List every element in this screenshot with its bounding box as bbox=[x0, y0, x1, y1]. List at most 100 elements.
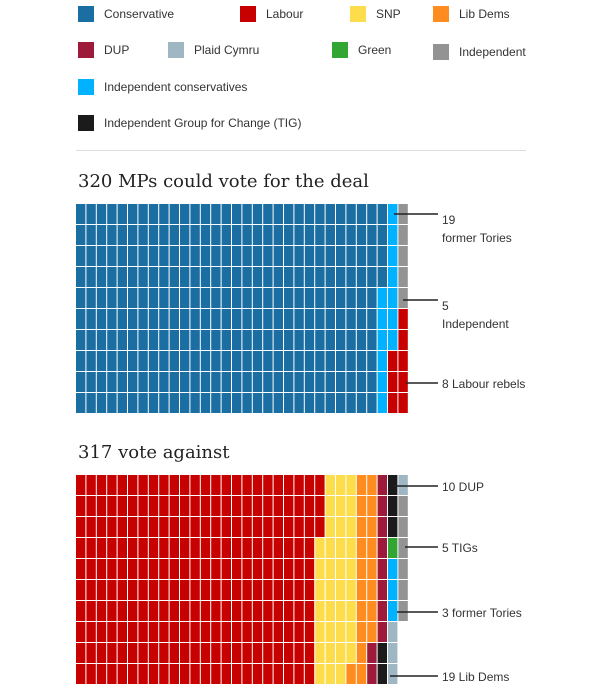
waffle-cell-labour bbox=[304, 580, 315, 600]
waffle-cell-conservative bbox=[211, 309, 221, 329]
waffle-cell-labour bbox=[232, 622, 242, 642]
waffle-cell-labour bbox=[304, 538, 315, 558]
waffle-cell-conservative bbox=[96, 393, 107, 413]
waffle-cell-conservative bbox=[148, 288, 159, 308]
waffle-cell-conservative bbox=[148, 267, 159, 287]
waffle-cell-conservative bbox=[159, 267, 169, 287]
waffle-cell-labour bbox=[211, 643, 221, 663]
waffle-cell-snp bbox=[325, 538, 335, 558]
waffle-cell-conservative bbox=[190, 372, 200, 392]
waffle-cell-conservative bbox=[367, 246, 377, 266]
waffle-cell-conservative bbox=[180, 204, 190, 224]
waffle-cell-conservative bbox=[148, 309, 159, 329]
waffle-cell-conservative bbox=[284, 288, 294, 308]
waffle-cell-conservative bbox=[107, 372, 117, 392]
waffle-cell-lib-dems bbox=[367, 580, 377, 600]
annotation-label: 5 TIGs bbox=[442, 541, 478, 555]
waffle-cell-conservative bbox=[315, 309, 325, 329]
waffle-cell-conservative bbox=[200, 330, 211, 350]
waffle-cell-conservative bbox=[76, 372, 86, 392]
waffle-cell-conservative bbox=[96, 225, 107, 245]
waffle-cell-labour bbox=[107, 496, 117, 516]
waffle-cell-labour bbox=[96, 517, 107, 537]
waffle-cell-conservative bbox=[252, 393, 263, 413]
waffle-cell-labour bbox=[190, 643, 200, 663]
waffle-cell-conservative bbox=[304, 330, 315, 350]
waffle-cell-labour bbox=[169, 496, 179, 516]
annotation-label: 5 bbox=[442, 299, 449, 313]
waffle-cell-conservative bbox=[169, 267, 179, 287]
waffle-cell-dup bbox=[377, 517, 387, 537]
waffle-cell-conservative bbox=[96, 309, 107, 329]
waffle-cell-labour bbox=[200, 475, 211, 495]
waffle-cell-labour bbox=[263, 475, 273, 495]
waffle-cell-lib-dems bbox=[367, 496, 377, 516]
waffle-cell-conservative bbox=[86, 246, 96, 266]
waffle-cell-snp bbox=[325, 580, 335, 600]
waffle-cell-conservative bbox=[325, 267, 335, 287]
waffle-cell-labour bbox=[398, 372, 408, 392]
waffle-cell-conservative bbox=[232, 393, 242, 413]
waffle-cell-labour bbox=[76, 517, 86, 537]
waffle-cell-labour bbox=[294, 538, 304, 558]
waffle-cell-conservative bbox=[377, 204, 387, 224]
waffle-cell-conservative bbox=[315, 288, 325, 308]
waffle-cell-snp bbox=[325, 496, 335, 516]
waffle-cell-snp bbox=[325, 559, 335, 579]
waffle-cell-conservative bbox=[107, 246, 117, 266]
waffle-cell-labour bbox=[169, 580, 179, 600]
waffle-cell-labour bbox=[86, 601, 96, 621]
waffle-cell-independent-conservatives bbox=[388, 204, 398, 224]
waffle-cell-labour bbox=[398, 330, 408, 350]
waffle-cell-conservative bbox=[128, 330, 138, 350]
waffle-cell-labour bbox=[211, 559, 221, 579]
waffle-cell-independent bbox=[398, 559, 408, 579]
waffle-cell-snp bbox=[325, 622, 335, 642]
waffle-cell-plaid-cymru bbox=[388, 643, 398, 663]
waffle-cell-labour bbox=[273, 538, 283, 558]
waffle-cell-conservative bbox=[367, 204, 377, 224]
waffle-cell-conservative bbox=[263, 204, 273, 224]
waffle-cell-conservative bbox=[169, 246, 179, 266]
waffle-cell-conservative bbox=[190, 225, 200, 245]
waffle-cell-labour bbox=[128, 475, 138, 495]
waffle-cell-lib-dems bbox=[356, 580, 367, 600]
legend-swatch bbox=[78, 6, 94, 22]
legend-item-dup: DUP bbox=[78, 40, 129, 60]
waffle-cell-conservative bbox=[128, 267, 138, 287]
waffle-cell-snp bbox=[346, 559, 356, 579]
waffle-cell-labour bbox=[117, 475, 127, 495]
waffle-cell-conservative bbox=[273, 288, 283, 308]
waffle-cell-conservative bbox=[86, 393, 96, 413]
waffle-cell-labour bbox=[148, 475, 159, 495]
waffle-cell-conservative bbox=[117, 246, 127, 266]
waffle-cell-conservative bbox=[315, 372, 325, 392]
waffle-cell-conservative bbox=[304, 267, 315, 287]
waffle-cell-conservative bbox=[294, 309, 304, 329]
waffle-cell-conservative bbox=[367, 372, 377, 392]
waffle-cell-conservative bbox=[356, 309, 367, 329]
waffle-cell-labour bbox=[263, 580, 273, 600]
waffle-cell-labour bbox=[242, 601, 252, 621]
waffle-cell-conservative bbox=[273, 204, 283, 224]
waffle-cell-conservative bbox=[242, 267, 252, 287]
waffle-cell-conservative bbox=[107, 351, 117, 371]
waffle-cell-labour bbox=[76, 475, 86, 495]
waffle-cell-labour bbox=[96, 622, 107, 642]
waffle-cell-snp bbox=[325, 601, 335, 621]
legend-label: Plaid Cymru bbox=[194, 43, 260, 57]
waffle-cell-conservative bbox=[148, 204, 159, 224]
waffle-cell-conservative bbox=[304, 309, 315, 329]
waffle-cell-independent-group-for-change-tig bbox=[377, 664, 387, 684]
waffle-cell-conservative bbox=[128, 204, 138, 224]
waffle-cell-labour bbox=[232, 517, 242, 537]
legend-label: Lib Dems bbox=[459, 7, 510, 21]
waffle-cell-conservative bbox=[211, 351, 221, 371]
waffle-cell-labour bbox=[294, 517, 304, 537]
waffle-cell-conservative bbox=[346, 288, 356, 308]
waffle-cell-labour bbox=[398, 393, 408, 413]
waffle-cell-labour bbox=[211, 496, 221, 516]
waffle-cell-conservative bbox=[138, 225, 148, 245]
waffle-cell-independent-conservatives bbox=[388, 309, 398, 329]
waffle-cell-labour bbox=[263, 538, 273, 558]
